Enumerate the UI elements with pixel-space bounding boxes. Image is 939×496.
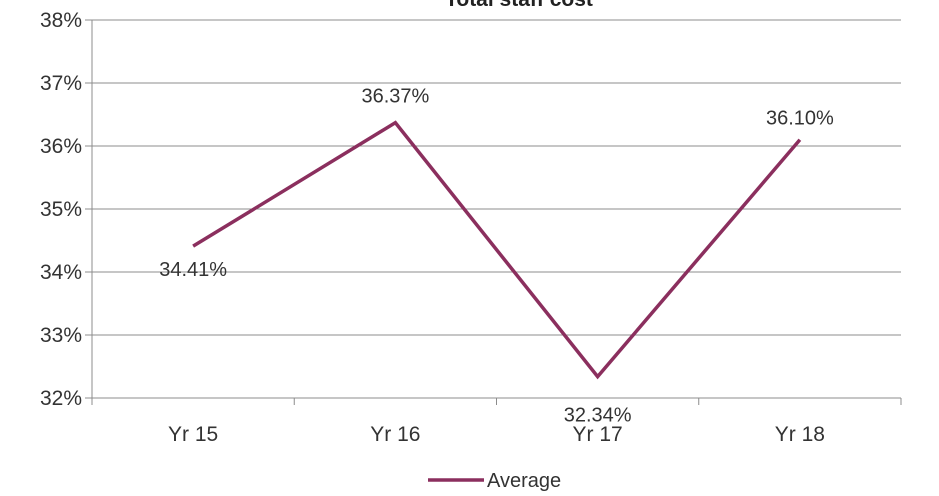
data-label: 36.10% — [766, 108, 834, 130]
x-tick-label: Yr 15 — [168, 423, 218, 446]
y-tick-label: 34% — [40, 261, 82, 284]
data-label: 36.37% — [361, 86, 429, 108]
x-tick-label: Yr 18 — [775, 423, 825, 446]
data-label: 34.41% — [159, 259, 227, 281]
data-label: 32.34% — [564, 405, 632, 427]
series-line-average — [192, 120, 802, 380]
data-labels: 34.41% 36.37% 32.34% 36.10% — [159, 86, 834, 427]
x-tick-label: Yr 16 — [370, 423, 420, 446]
x-tick-label: Yr 17 — [573, 423, 623, 446]
legend: Average — [428, 470, 561, 492]
y-tick-label: 32% — [40, 387, 82, 410]
y-tick-label: 36% — [40, 135, 82, 158]
gridlines — [92, 19, 901, 399]
y-axis-ticks: 32% 33% 34% 35% 36% 37% 38% — [40, 9, 92, 410]
y-tick-label: 38% — [40, 9, 82, 32]
y-tick-label: 33% — [40, 324, 82, 347]
legend-label-average: Average — [487, 470, 561, 492]
series-group — [192, 120, 802, 380]
x-axis-ticks: Yr 15 Yr 16 Yr 17 Yr 18 — [91, 398, 902, 446]
chart-title: Total staff cost — [445, 0, 593, 11]
y-tick-label: 37% — [40, 72, 82, 95]
y-tick-label: 35% — [40, 198, 82, 221]
